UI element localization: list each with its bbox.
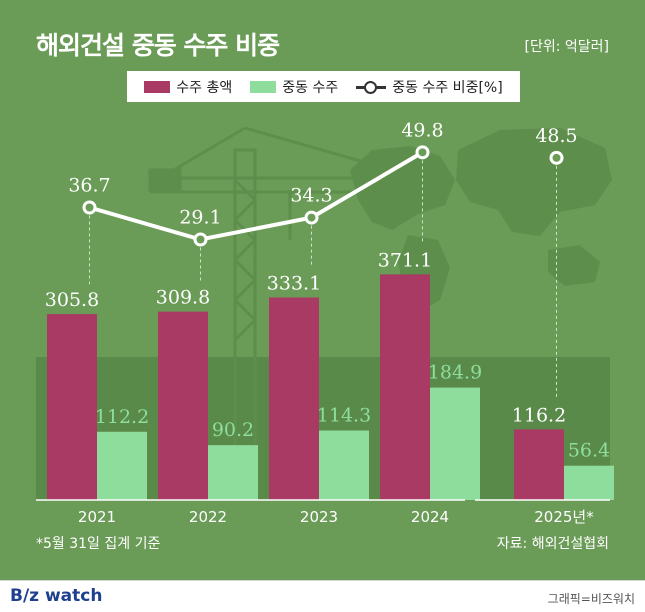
unit-label: [단위: 억달러]	[524, 39, 610, 55]
bar-total-1	[158, 311, 208, 500]
brand-logo: B/z watch	[10, 586, 103, 606]
bar-mideast-1	[208, 445, 258, 500]
share-point-inner-3	[418, 148, 427, 157]
bar-total-0	[47, 314, 97, 500]
footnote: *5월 31일 집계 기준	[36, 536, 161, 552]
label-share-3: 49.8	[401, 119, 443, 141]
bars-group	[47, 274, 614, 500]
label-mideast-1: 90.2	[212, 419, 254, 441]
data-labels-group: 305.8 112.2 309.8 90.2 333.1 114.3 371.1 184.9 1…	[45, 119, 610, 461]
x-axis: 2021 2022 2023 2024 2025년*	[36, 499, 610, 526]
legend-item-share: 중동 수주 비중[%]	[356, 77, 503, 97]
label-total-1: 309.8	[156, 287, 210, 309]
label-total-4: 116.2	[512, 404, 566, 426]
footer-bar: B/z watch 그래픽=비즈워치	[0, 580, 645, 612]
label-total-0: 305.8	[45, 289, 99, 311]
label-mideast-4: 56.4	[568, 440, 610, 462]
x-tick-4: 2025년*	[534, 508, 594, 526]
legend: 수주 총액 중동 수주 중동 수주 비중[%]	[127, 71, 520, 102]
label-mideast-2: 114.3	[317, 405, 371, 427]
label-mideast-3: 184.9	[428, 362, 482, 384]
x-tick-0: 2021	[78, 508, 116, 526]
label-share-4: 48.5	[535, 125, 577, 147]
bar-mideast-4	[564, 465, 614, 500]
legend-swatch-total	[144, 80, 171, 93]
share-point-inner-0	[85, 203, 94, 212]
x-tick-1: 2022	[189, 508, 227, 526]
bar-mideast-0	[97, 431, 147, 500]
legend-item-mideast: 중동 수주	[250, 77, 338, 97]
graphic-credit: 그래픽=비즈워치	[547, 592, 635, 606]
bar-total-2	[269, 297, 319, 500]
bar-total-3	[380, 274, 430, 500]
legend-swatch-share-line	[356, 80, 387, 94]
share-line-group	[82, 145, 564, 247]
chart-title: 해외건설 중동 수주 비중	[36, 31, 280, 60]
bar-mideast-2	[319, 430, 369, 500]
share-point-inner-2	[307, 213, 316, 222]
x-tick-2: 2023	[300, 508, 338, 526]
source-label: 자료: 해외건설협회	[496, 536, 609, 552]
label-total-3: 371.1	[378, 249, 432, 271]
label-share-1: 29.1	[179, 206, 221, 228]
value-guide-lines	[89, 160, 557, 400]
label-share-0: 36.7	[68, 174, 110, 196]
share-line	[88, 150, 424, 242]
share-point-inner-1	[196, 235, 205, 244]
legend-swatch-mideast	[250, 80, 277, 93]
label-mideast-0: 112.2	[95, 406, 149, 428]
legend-label-total: 수주 총액	[176, 79, 233, 96]
legend-label-mideast: 중동 수주	[282, 79, 339, 96]
bar-total-4	[514, 429, 564, 500]
label-total-2: 333.1	[267, 272, 321, 294]
legend-item-total: 수주 총액	[144, 77, 232, 97]
bar-mideast-3	[430, 387, 480, 500]
share-point-inner-4	[552, 153, 561, 162]
label-share-2: 34.3	[290, 185, 332, 207]
x-tick-3: 2024	[411, 508, 449, 526]
legend-label-share: 중동 수주 비중[%]	[392, 79, 503, 96]
